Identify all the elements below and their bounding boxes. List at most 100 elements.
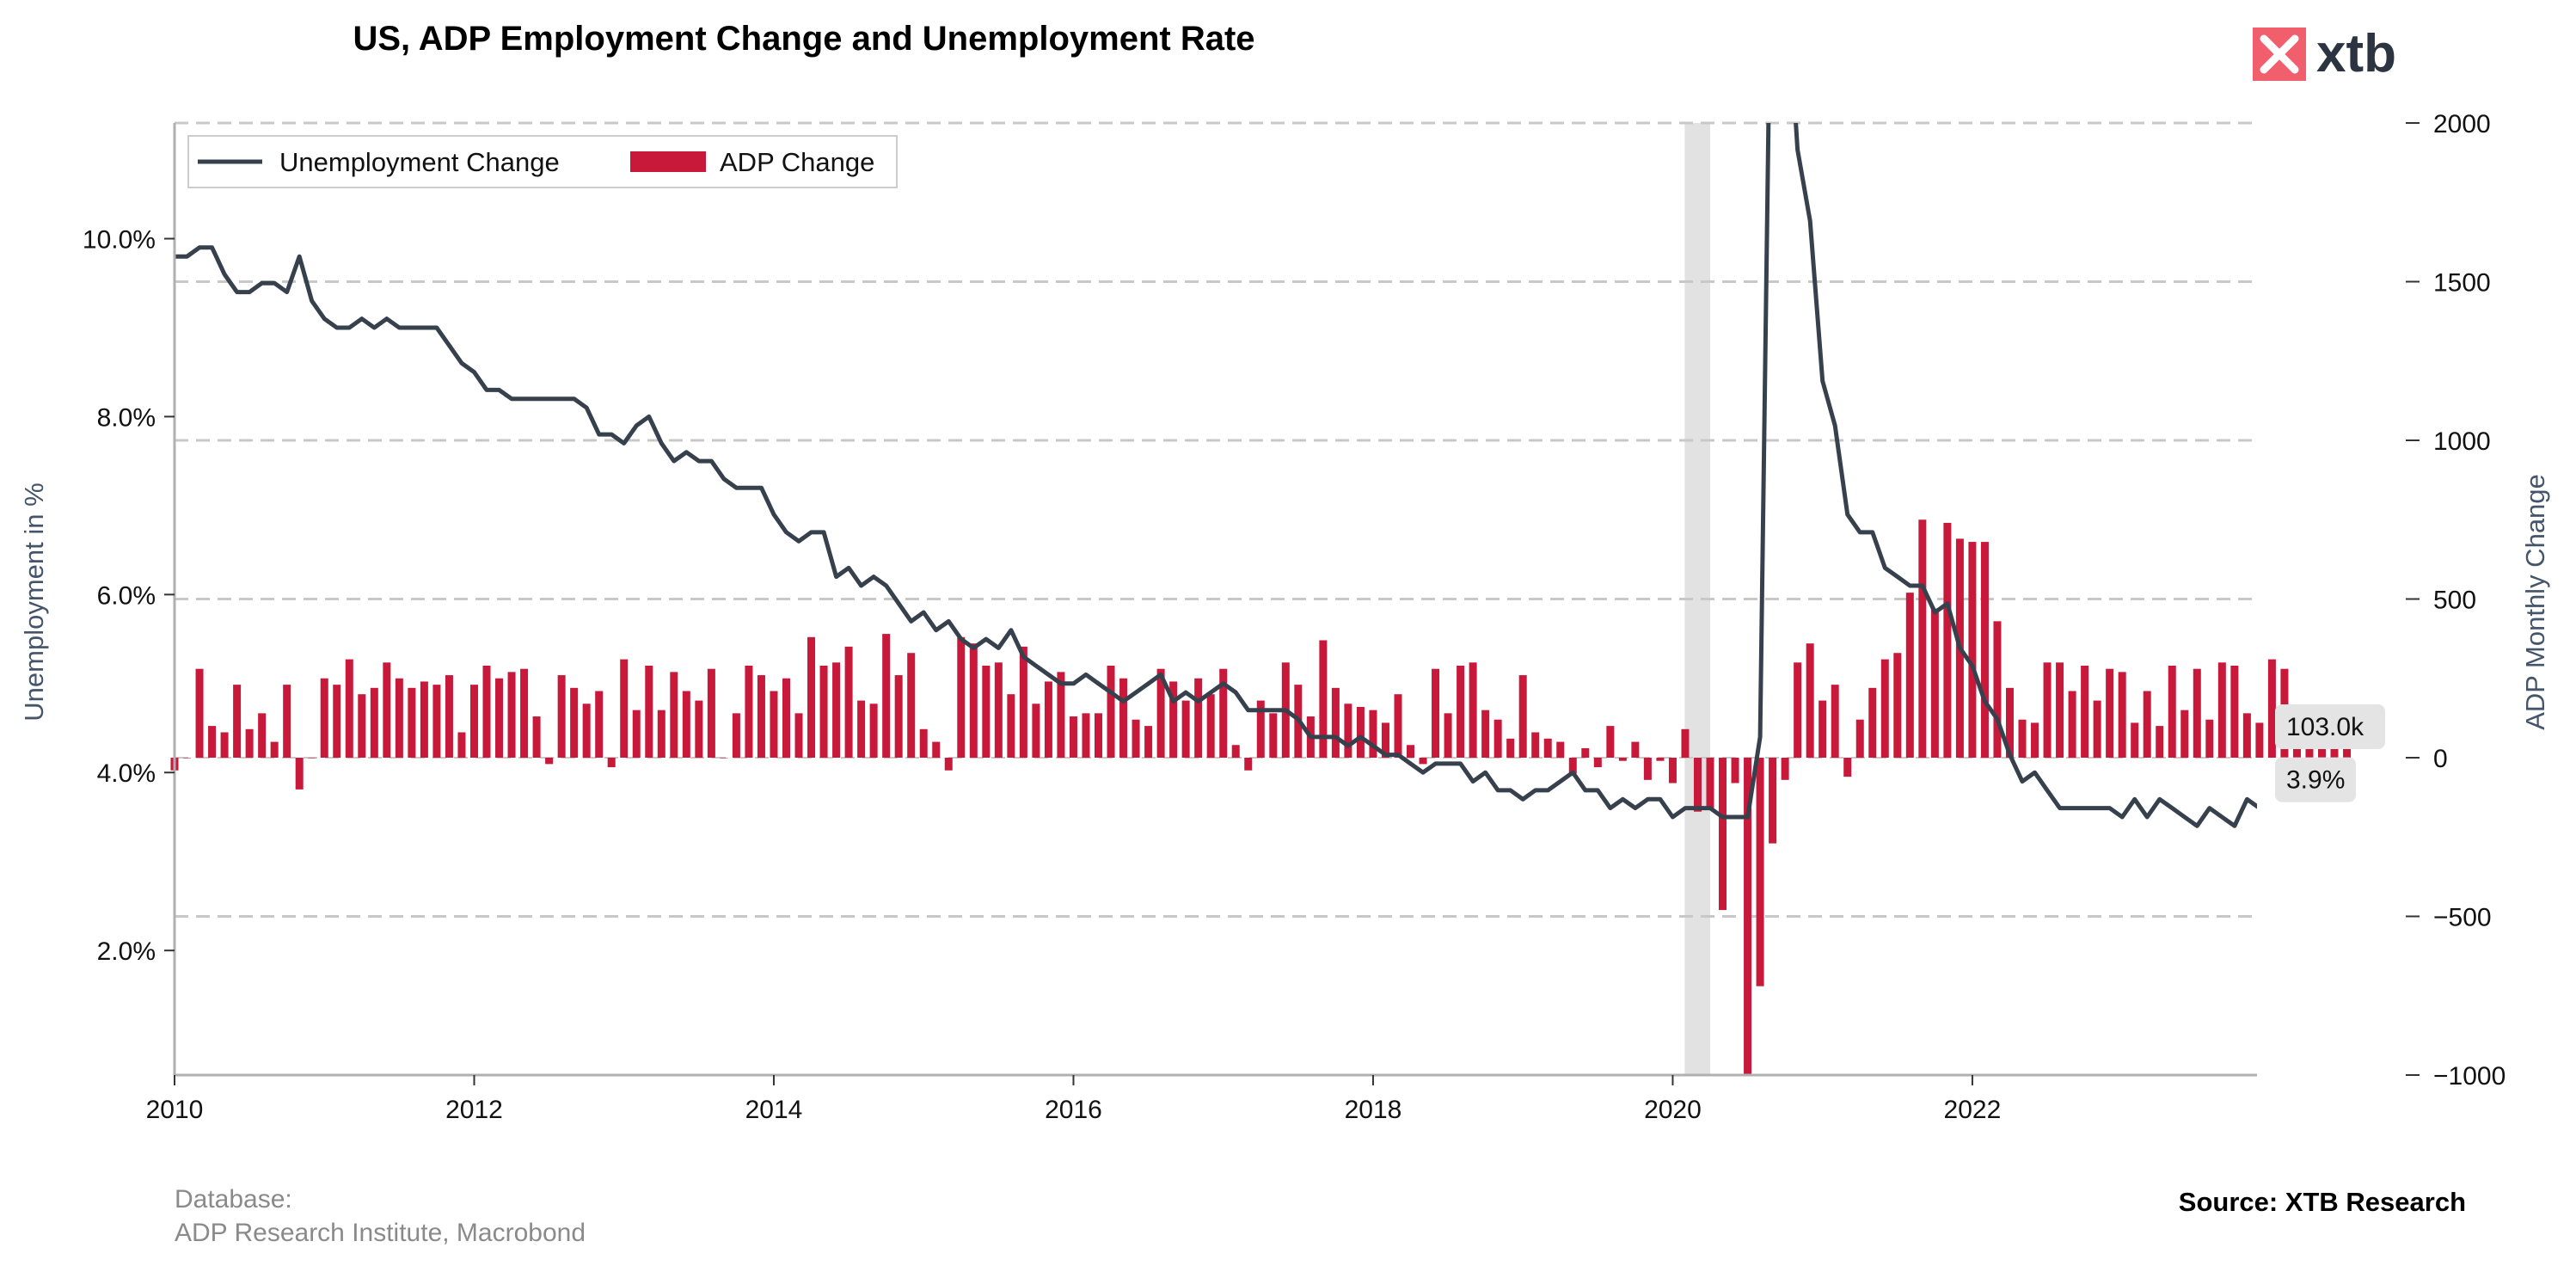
adp-bar [1769,758,1777,844]
adp-bar [270,741,279,758]
adp-bar [1643,758,1652,780]
axes [173,123,2257,1077]
adp-bar [220,732,229,758]
y-left-tick-label: 6.0% [97,581,156,610]
adp-bar [2043,662,2052,758]
y-right-tick-label: 1000 [2433,427,2491,456]
adp-bar [1457,665,1465,758]
adp-bar [1918,519,1927,758]
y-left-tick-label: 10.0% [83,225,156,254]
adp-bar [408,687,416,758]
y-right-tick-label: 0 [2433,745,2448,773]
adp-bar [2193,668,2201,758]
adp-bar [607,758,616,768]
adp-bar [1107,665,1115,758]
y-right-tick-label: 2000 [2433,110,2491,138]
adp-bar [1668,758,1677,783]
adp-bar [832,662,841,758]
adp-bar [2118,672,2126,758]
adp-bar [1381,722,1389,758]
adp-bar [520,668,529,758]
adp-bar [2093,700,2101,758]
adp-bar [2205,719,2214,758]
adp-bar [782,678,790,758]
tick-labels: 2.0% 4.0% 6.0% 8.0% 10.0% −1000 −500 0 500 1000 15… [83,110,2505,1124]
adp-bar [1007,694,1015,758]
adp-bar [308,758,316,759]
adp-bar [1481,710,1490,758]
adp-bar [1893,653,1902,758]
adp-bar [1331,687,1340,758]
adp-bar [495,678,504,758]
adp-bar [469,685,478,758]
adp-bar [532,716,541,758]
adp-bar [1469,662,1477,758]
x-tick-label: 2018 [1345,1096,1402,1124]
adp-bar [482,665,491,758]
footer-source: Source: XTB Research [2179,1187,2466,1217]
adp-last-value-label-box [2275,704,2385,749]
unemployment-line-layer [175,123,2257,828]
adp-bar [1880,659,1889,758]
adp-bar [1269,713,1278,758]
adp-bar [682,691,690,758]
adp-bar [1144,726,1153,758]
adp-bar [208,726,217,758]
x-tick-label: 2016 [1045,1096,1102,1124]
adp-bar [1756,758,1764,986]
x-tick-label: 2010 [146,1096,204,1124]
adp-bar [420,681,428,758]
adp-bar [1256,700,1265,758]
adp-bar [1344,704,1352,758]
adp-bar [582,704,591,758]
adp-bar [1706,758,1714,809]
y-left-label: Unemployment in % [19,482,49,721]
adp-bar [1132,719,1140,758]
adp-bar [1606,726,1615,758]
adp-bar [370,687,378,758]
adp-bar [745,665,753,758]
adp-bar [1407,745,1415,758]
x-tick-label: 2020 [1644,1096,1702,1124]
adp-bar [1432,668,1440,758]
adp-bar [932,741,941,758]
adp-bar [2131,722,2139,758]
adp-bar [1019,646,1027,758]
unemployment-last-value-label-text: 3.9% [2286,766,2345,795]
adp-bar [2056,662,2064,758]
y-left-tick-label: 8.0% [97,403,156,432]
adp-bar [1518,675,1527,758]
adp-bar [383,662,391,758]
adp-bar [794,713,803,758]
adp-bar [807,636,816,758]
adp-bar [283,685,291,758]
adp-bar [819,665,828,758]
adp-bar [2255,722,2264,758]
logo-x-icon [2260,34,2299,74]
adp-bar [295,758,304,790]
adp-bar [882,634,891,758]
adp-bar [844,646,853,758]
adp-bar [2031,722,2039,758]
adp-bar [2005,687,2014,758]
unemployment-last-value-label-box [2275,757,2356,802]
adp-bar [1681,728,1690,758]
adp-bar [432,685,441,758]
adp-bar [1231,745,1240,758]
y-right-tick-label: 1500 [2433,269,2491,298]
adp-bar [1943,522,1952,758]
adp-bar [1831,685,1839,758]
adp-bar [994,662,1003,758]
adp-bar [1993,621,2002,758]
footer-database-label: Database: [175,1185,292,1214]
adp-bar [1419,758,1427,765]
adp-bar [907,653,916,758]
adp-bar [1394,694,1402,758]
chart-title: US, ADP Employment Change and Unemployme… [353,20,1254,58]
adp-bar [969,643,978,758]
adp-bar [982,665,991,758]
adp-bar [2106,668,2114,758]
y-right-label: ADP Monthly Change [2520,474,2550,730]
adp-bar [2143,691,2151,758]
adp-bar [2217,662,2226,758]
